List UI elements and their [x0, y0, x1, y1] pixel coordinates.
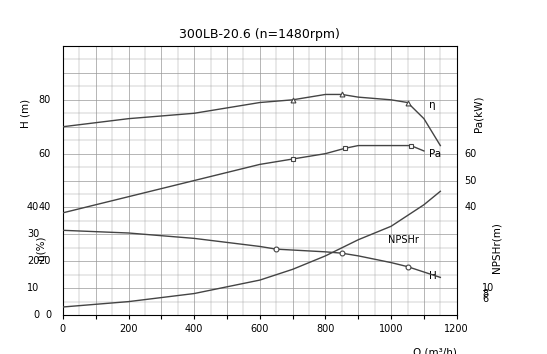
Text: NPSHr(m): NPSHr(m): [491, 222, 501, 273]
Text: 10: 10: [27, 283, 39, 293]
Text: Pa(kW): Pa(kW): [473, 95, 484, 132]
Text: 40: 40: [27, 202, 39, 212]
Text: η(%): η(%): [36, 235, 46, 260]
Text: 10: 10: [482, 283, 494, 293]
Text: 8: 8: [482, 289, 488, 298]
Text: 0: 0: [45, 310, 51, 320]
Text: 60: 60: [464, 149, 477, 159]
Text: 20: 20: [39, 256, 51, 266]
Text: η: η: [429, 100, 435, 110]
Text: 0: 0: [33, 310, 39, 320]
Text: NPSHr: NPSHr: [388, 235, 418, 245]
Text: 40: 40: [39, 202, 51, 212]
Text: H: H: [429, 271, 437, 281]
Text: Q (m³/h): Q (m³/h): [413, 347, 457, 354]
Title: 300LB-20.6 (n=1480rpm): 300LB-20.6 (n=1480rpm): [179, 28, 340, 41]
Text: 20: 20: [27, 256, 39, 266]
Text: 40: 40: [464, 202, 477, 212]
Text: Pa: Pa: [429, 149, 441, 159]
Text: 30: 30: [27, 229, 39, 239]
Text: 50: 50: [464, 176, 477, 185]
Text: 60: 60: [39, 149, 51, 159]
Text: 80: 80: [39, 95, 51, 105]
Text: H (m): H (m): [20, 99, 31, 128]
Text: 6: 6: [482, 294, 488, 304]
